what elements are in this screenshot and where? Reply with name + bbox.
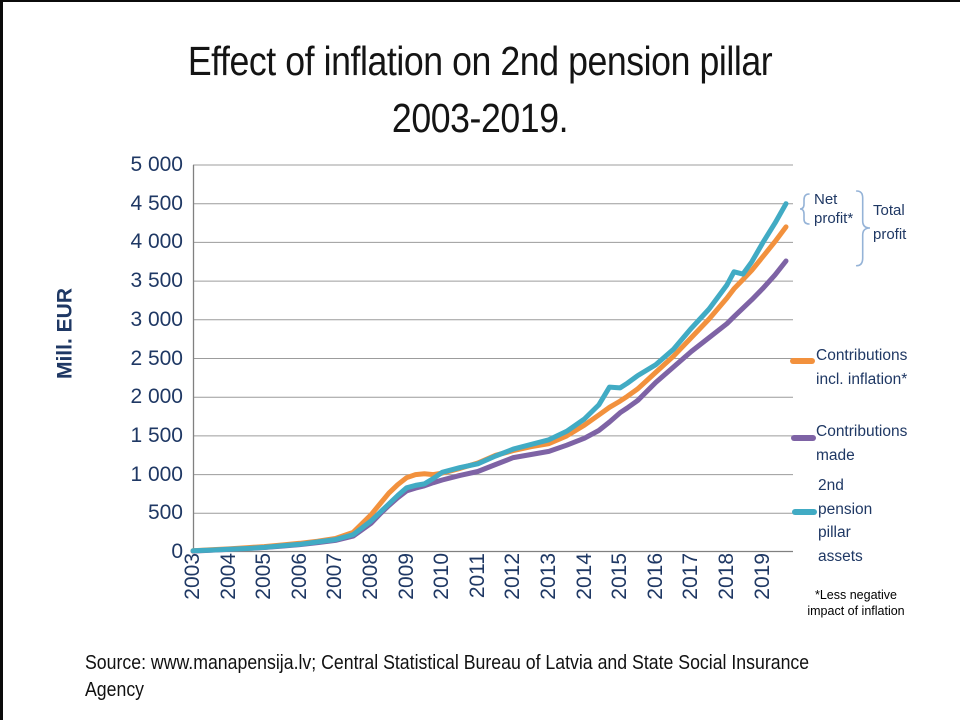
legend-swatch-contributions-made [791,435,816,441]
slide-left-edge [0,0,3,720]
legend-label-contributions-incl-inflation: Contributions incl. inflation* [816,344,907,391]
net-profit-brace-icon [799,193,810,225]
x-axis-tick-label: 2013 [537,553,560,600]
series-contributions-incl-inflation [190,224,789,554]
x-axis-tick-label: 2006 [287,553,311,600]
net-profit-label-line1: Net [814,191,838,208]
legend-line: Contributions [816,347,908,364]
legend-line: incl. inflation* [816,370,908,388]
x-axis-tick-label: 2011 [465,553,489,599]
legend-line: assets [818,547,863,565]
y-axis-tick-label: 3 500 [130,269,183,293]
x-axis-tick-label: 2015 [608,553,632,600]
series-pension-pillar-assets [190,201,789,554]
y-axis-tick-label: 0 [171,540,183,563]
footnote: *Less negative impact of inflation [797,588,915,619]
y-axis-tick-label: 2 500 [130,346,183,370]
footnote-line2: impact of inflation [807,603,905,618]
x-axis-tick-label: 2003 [181,553,204,600]
x-axis-tick-label: 2014 [572,553,596,600]
legend-line: pillar [818,524,851,541]
y-axis-tick-label: 1 000 [130,462,183,486]
y-axis-tick-label: 4 500 [130,191,183,215]
slide-top-edge [0,0,960,2]
y-axis-tick-label: 2 000 [130,385,183,409]
legend-swatch-contributions-incl-inflation [790,358,815,364]
net-profit-label-line2: profit* [814,210,854,227]
legend-line: Contributions [816,423,908,440]
y-axis-title: Mill. EUR [53,288,77,380]
legend-label-pension-pillar-assets: 2nd pension pillar assets [818,474,872,568]
x-axis-tick-label: 2007 [323,553,347,600]
total-profit-label-line1: Total [873,202,905,219]
y-axis-tick-label: 3 000 [130,307,183,331]
x-axis-tick-label: 2008 [359,553,382,600]
x-axis-tick-label: 2019 [750,553,774,600]
legend-line: made [816,446,855,464]
chart-title: Effect of inflation on 2nd pension pilla… [62,33,897,147]
footnote-line1: *Less negative [814,588,897,602]
source-text: Source: www.manapensija.lv; Central Stat… [85,650,820,704]
x-axis-tick-label: 2016 [643,553,667,600]
chart-title-line1: Effect of inflation on 2nd pension pilla… [187,38,773,84]
y-axis-tick-label: 4 000 [130,230,183,254]
series-contributions-made [190,258,789,554]
total-profit-label-line2: profit [873,226,907,243]
y-axis-tick-label: 500 [147,501,183,525]
x-axis-tick-label: 2005 [252,553,276,600]
x-axis-tick-label: 2010 [430,553,454,600]
source-line1: Source: www.manapensija.lv; Central Stat… [85,652,810,674]
x-axis-tick-label: 2018 [715,553,738,600]
x-axis-tick-label: 2012 [501,553,525,600]
chart-title-line2: 2003-2019. [391,95,569,141]
x-axis-tick-label: 2004 [216,553,240,600]
legend-label-contributions-made: Contributions made [816,420,907,467]
x-axis-tick-label: 2017 [679,553,703,600]
legend-swatch-pension-pillar-assets [792,509,817,515]
legend-line: pension [818,500,873,518]
x-axis-tick-label: 2009 [394,553,418,600]
y-axis-tick-label: 5 000 [130,153,183,176]
source-line2: Agency [85,679,145,701]
total-profit-brace-icon [855,190,871,267]
legend-line: 2nd [818,477,844,494]
net-profit-label: Net profit* [814,190,853,228]
plot-area [190,164,793,554]
total-profit-label: Total profit [873,199,906,247]
y-axis-tick-label: 1 500 [130,423,183,447]
